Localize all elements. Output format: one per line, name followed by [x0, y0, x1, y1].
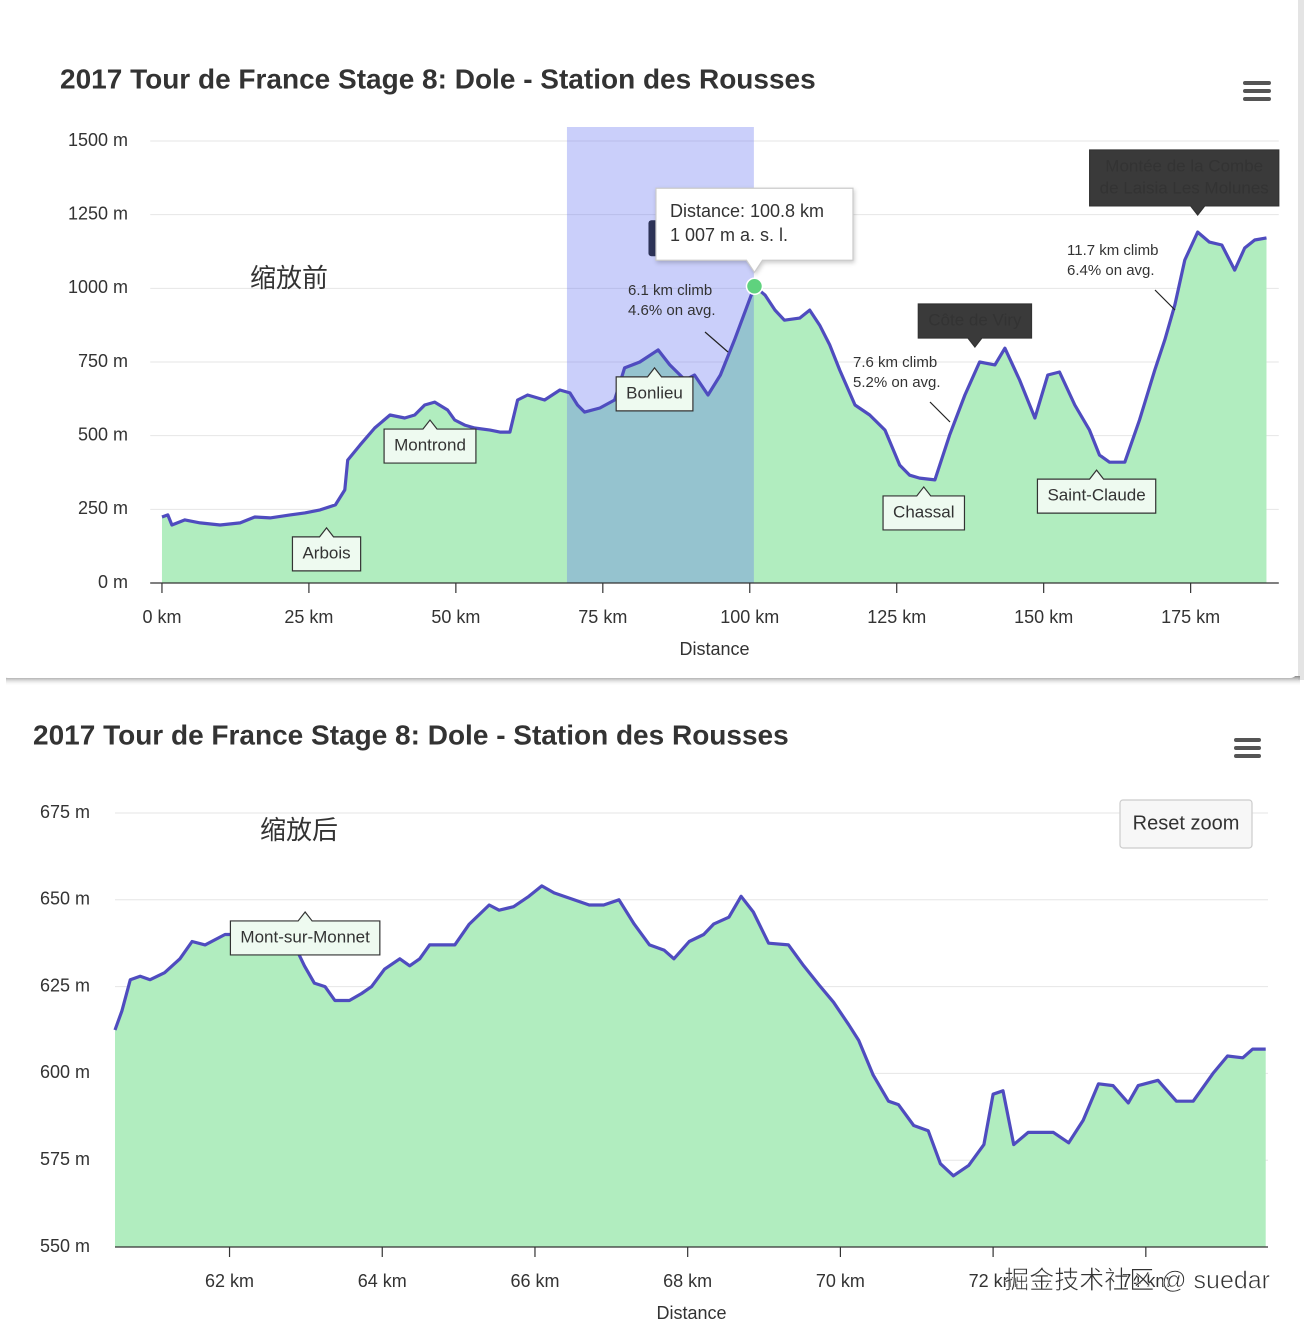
- menu-bar: [1234, 746, 1261, 750]
- y-tick-label: 575 m: [40, 1149, 90, 1169]
- annotation-box: [229, 910, 381, 956]
- y-tick-label: 600 m: [40, 1062, 90, 1082]
- annotation-label: Saint-Claude: [1047, 486, 1145, 505]
- menu-bar: [1234, 754, 1261, 758]
- reset-zoom-button[interactable]: Reset zoom: [1119, 799, 1253, 849]
- area-fill: [161, 232, 1267, 583]
- x-tick-label: 75 km: [578, 607, 627, 627]
- annotation-box: [615, 366, 694, 412]
- y-tick-label: 650 m: [40, 889, 90, 909]
- x-tick-label: 68 km: [663, 1271, 712, 1291]
- x-tick-label: 25 km: [284, 607, 333, 627]
- panel-shadow: [6, 676, 1300, 686]
- x-tick-label: 64 km: [358, 1271, 407, 1291]
- x-tick-label: 50 km: [431, 607, 480, 627]
- annotation-box: [917, 303, 1033, 348]
- annotation-label: Côte de Viry: [928, 310, 1022, 329]
- watermark: 掘金技术社区 @ suedar: [1004, 1267, 1270, 1295]
- menu-bar: [1243, 81, 1271, 85]
- climb-note: 11.7 km climb: [1067, 242, 1158, 259]
- annotation-label: de Laisia Les Molunes: [1100, 178, 1269, 197]
- y-tick-label: 500 m: [78, 424, 128, 444]
- y-tick-label: 250 m: [78, 498, 128, 518]
- menu-button[interactable]: [1243, 81, 1271, 101]
- climb-note: 6.4% on avg.: [1067, 262, 1155, 279]
- elevation-line: [161, 230, 1267, 527]
- menu-bar: [1243, 89, 1271, 93]
- tooltip-box: [655, 187, 854, 274]
- zoom-note: 缩放后: [260, 815, 338, 845]
- area-fill: [115, 885, 1266, 1247]
- climb-leader: [1154, 289, 1176, 311]
- y-tick-label: 1250 m: [68, 203, 128, 223]
- x-tick-label: 66 km: [510, 1271, 559, 1291]
- annotation-label: Bonlieu: [626, 383, 683, 402]
- x-axis-title: Distance: [656, 1303, 726, 1323]
- zoom-note: 缩放前: [250, 263, 328, 293]
- menu-bar: [1243, 97, 1271, 101]
- hover-marker: [745, 277, 764, 296]
- climb-note: 6.1 km climb: [628, 282, 712, 299]
- elevation-line: [113, 884, 1266, 1178]
- x-tick-label: 100 km: [720, 607, 779, 627]
- annotation-box: [291, 526, 362, 572]
- menu-button[interactable]: [1234, 738, 1261, 758]
- annotation-box: [882, 485, 966, 531]
- chart-title: 2017 Tour de France Stage 8: Dole - Stat…: [33, 719, 789, 750]
- y-tick-label: 1000 m: [68, 277, 128, 297]
- x-tick-label: 62 km: [205, 1271, 254, 1291]
- annotation-box: [1036, 469, 1157, 514]
- x-tick-label: 0 km: [142, 607, 181, 627]
- climb-note: 4.6% on avg.: [628, 302, 716, 319]
- y-tick-label: 675 m: [40, 802, 90, 822]
- button-bg: [1119, 799, 1253, 849]
- chart-title: 2017 Tour de France Stage 8: Dole - Stat…: [60, 63, 816, 94]
- climb-leader: [929, 401, 951, 423]
- y-tick-label: 0 m: [98, 572, 128, 592]
- annotation-label: Chassal: [893, 502, 954, 521]
- annotation-label: Arbois: [302, 543, 350, 562]
- y-tick-label: 1500 m: [68, 130, 128, 150]
- tooltip-text: 1 007 m a. s. l.: [670, 225, 788, 245]
- tooltip-text: Distance: 100.8 km: [670, 201, 824, 221]
- annotation-label: Mont-sur-Monnet: [240, 927, 370, 946]
- x-tick-label: 125 km: [867, 607, 926, 627]
- annotation-label: Montée de la Combe: [1105, 156, 1263, 175]
- x-tick-label: 175 km: [1161, 607, 1220, 627]
- panel-edge: [1298, 0, 1304, 680]
- x-tick-label: 72 km: [969, 1271, 1018, 1291]
- climb-note: 7.6 km climb: [853, 354, 937, 371]
- button-label: Reset zoom: [1133, 812, 1240, 834]
- menu-bar: [1234, 738, 1261, 742]
- y-tick-label: 625 m: [40, 975, 90, 995]
- annotation-box: [1089, 149, 1280, 216]
- chart: 2017 Tour de France Stage 8: Dole - Stat…: [33, 719, 1268, 1323]
- annotation-box: [383, 419, 477, 464]
- climb-leader: [704, 331, 729, 353]
- annotation-label: Montrond: [394, 436, 466, 455]
- x-tick-label: 70 km: [816, 1271, 865, 1291]
- y-tick-label: 750 m: [78, 351, 128, 371]
- x-axis-title: Distance: [679, 639, 749, 659]
- x-tick-label: 150 km: [1014, 607, 1073, 627]
- chart: 2017 Tour de France Stage 8: Dole - Stat…: [60, 63, 1280, 659]
- y-tick-label: 550 m: [40, 1236, 90, 1256]
- climb-note: 5.2% on avg.: [853, 374, 941, 391]
- x-tick-label: 74 km: [1121, 1271, 1170, 1291]
